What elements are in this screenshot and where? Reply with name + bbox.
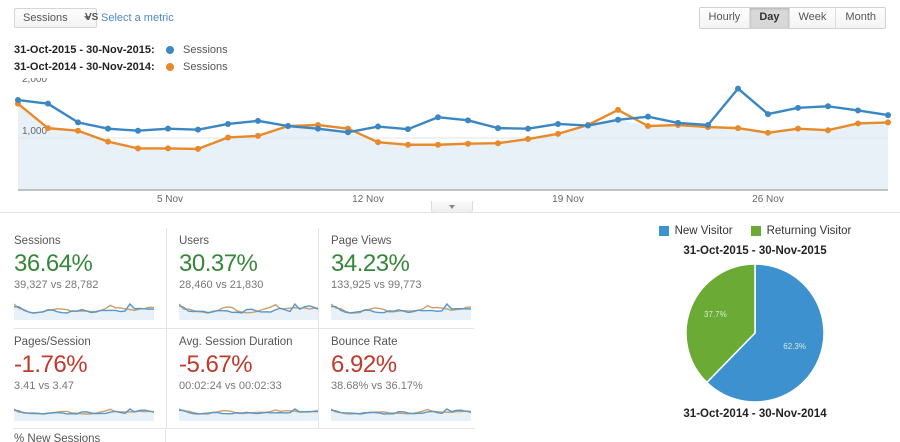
granularity-day-button[interactable]: Day	[750, 8, 790, 28]
pie-legend: New Visitor Returning Visitor	[620, 225, 890, 237]
sparkline-users	[179, 302, 319, 320]
x-axis-tick: 26 Nov	[752, 194, 784, 205]
metric-card-pages-per-session[interactable]: Pages/Session -1.76% 3.41 vs 3.47	[14, 329, 166, 429]
metric-card-title: Sessions	[14, 235, 61, 247]
metric-card-value: 36.64%	[14, 250, 93, 277]
pie-legend-label: New Visitor	[674, 225, 733, 237]
metric-card-page-views[interactable]: Page Views 34.23% 133,925 vs 99,773	[318, 228, 471, 328]
metric-select-label: Sessions	[23, 12, 68, 24]
sparkline-sessions	[14, 302, 154, 320]
legend-date-current: 31-Oct-2015 - 30-Nov-2015:	[14, 43, 155, 56]
metric-card-title: Pages/Session	[14, 336, 91, 348]
metric-card-title: Users	[179, 235, 210, 247]
pie-caption-bottom: 31-Oct-2014 - 30-Nov-2014	[683, 408, 827, 420]
pie-swatch-returning-visitor	[750, 226, 761, 236]
line-chart-x-axis: 5 Nov 12 Nov 19 Nov 26 Nov	[0, 194, 900, 208]
pie-legend-label: Returning Visitor	[766, 225, 852, 237]
metric-card-comparison: 28,460 vs 21,830	[179, 279, 264, 291]
vs-label: VS	[85, 12, 99, 23]
metric-card-comparison: 39,327 vs 28,782	[14, 279, 99, 291]
sparkline-bounce-rate	[331, 408, 471, 421]
legend-row-current: 31-Oct-2015 - 30-Nov-2015: Sessions	[14, 41, 228, 58]
metric-card-users[interactable]: Users 30.37% 28,460 vs 21,830	[166, 228, 319, 328]
metric-cards-divider	[14, 428, 474, 429]
metric-card-sessions[interactable]: Sessions 36.64% 39,327 vs 28,782	[14, 228, 166, 328]
sparkline-avg-session-duration	[179, 408, 319, 421]
metric-cards: Sessions 36.64% 39,327 vs 28,782 Users 3…	[14, 228, 474, 429]
pie-legend-item-returning-visitor[interactable]: Returning Visitor	[750, 225, 852, 237]
metric-card-bounce-rate[interactable]: Bounce Rate 6.92% 38.68% vs 36.17%	[318, 329, 471, 429]
pie-chart-canvas: 62.3% 37.7%	[685, 263, 825, 403]
section-divider	[0, 212, 900, 213]
metric-card-title: Avg. Session Duration	[179, 336, 293, 348]
metric-card-vertical-divider	[165, 430, 166, 442]
metric-card-comparison: 133,925 vs 99,773	[331, 279, 422, 291]
legend-metric-current: Sessions	[183, 43, 228, 56]
metric-card-title: Bounce Rate	[331, 336, 398, 348]
legend-date-previous: 31-Oct-2014 - 30-Nov-2014:	[14, 60, 155, 73]
granularity-month-button[interactable]: Month	[836, 8, 885, 28]
pie-swatch-new-visitor	[658, 226, 669, 236]
legend-metric-previous: Sessions	[183, 60, 228, 73]
line-chart-canvas: 2,000 1,000	[15, 78, 891, 191]
metric-card-avg-session-duration[interactable]: Avg. Session Duration -5.67% 00:02:24 vs…	[166, 329, 319, 429]
metric-card-title: % New Sessions	[14, 433, 101, 442]
metric-card-comparison: 00:02:24 vs 00:02:33	[179, 380, 282, 392]
metric-card-comparison: 3.41 vs 3.47	[14, 380, 74, 392]
x-axis-tick: 19 Nov	[552, 194, 584, 205]
x-axis-tick: 5 Nov	[156, 194, 184, 205]
granularity-week-button[interactable]: Week	[789, 8, 837, 28]
metric-select-dropdown[interactable]: Sessions	[14, 8, 97, 28]
granularity-toggle-group: Hourly Day Week Month	[698, 7, 886, 29]
chevron-down-icon	[449, 204, 455, 209]
metric-card-value: -1.76%	[14, 351, 88, 378]
chart-legend: 31-Oct-2015 - 30-Nov-2015: Sessions 31-O…	[14, 41, 228, 75]
metric-card-title: Page Views	[331, 235, 392, 247]
pie-slice-label: 62.3%	[783, 342, 806, 351]
x-axis-tick: 12 Nov	[352, 194, 384, 205]
select-a-metric-link[interactable]: Select a metric	[101, 12, 174, 24]
metric-card-value: 30.37%	[179, 250, 258, 277]
chevron-down-icon	[83, 16, 90, 20]
metric-card-value: 34.23%	[331, 250, 410, 277]
metric-card-row-1: Sessions 36.64% 39,327 vs 28,782 Users 3…	[14, 228, 474, 328]
chart-toolbar: Sessions VS Select a metric Hourly Day W…	[0, 0, 900, 36]
legend-dot-current	[166, 45, 174, 54]
granularity-hourly-button[interactable]: Hourly	[699, 8, 751, 28]
pie-caption-top: 31-Oct-2015 - 30-Nov-2015	[683, 245, 827, 257]
pie-slice-label: 37.7%	[704, 310, 727, 319]
svg-text:1,000: 1,000	[22, 126, 47, 137]
metric-card-row-3-clipped: % New Sessions	[14, 430, 474, 442]
pie-chart[interactable]: 62.3% 37.7%	[620, 263, 890, 403]
legend-dot-previous	[166, 62, 174, 71]
sessions-line-chart[interactable]: 2,000 1,000	[0, 78, 900, 200]
metric-card-value: 6.92%	[331, 351, 397, 378]
svg-text:2,000: 2,000	[22, 78, 47, 85]
metric-card-row-2: Pages/Session -1.76% 3.41 vs 3.47 Avg. S…	[14, 328, 474, 429]
pie-legend-item-new-visitor[interactable]: New Visitor	[658, 225, 733, 237]
sparkline-page-views	[331, 302, 471, 320]
legend-row-previous: 31-Oct-2014 - 30-Nov-2014: Sessions	[14, 58, 228, 75]
metric-card-value: -5.67%	[179, 351, 253, 378]
metric-card-comparison: 38.68% vs 36.17%	[331, 380, 423, 392]
visitor-type-pie-panel: New Visitor Returning Visitor 31-Oct-201…	[620, 225, 890, 420]
sparkline-pages-per-session	[14, 408, 154, 421]
